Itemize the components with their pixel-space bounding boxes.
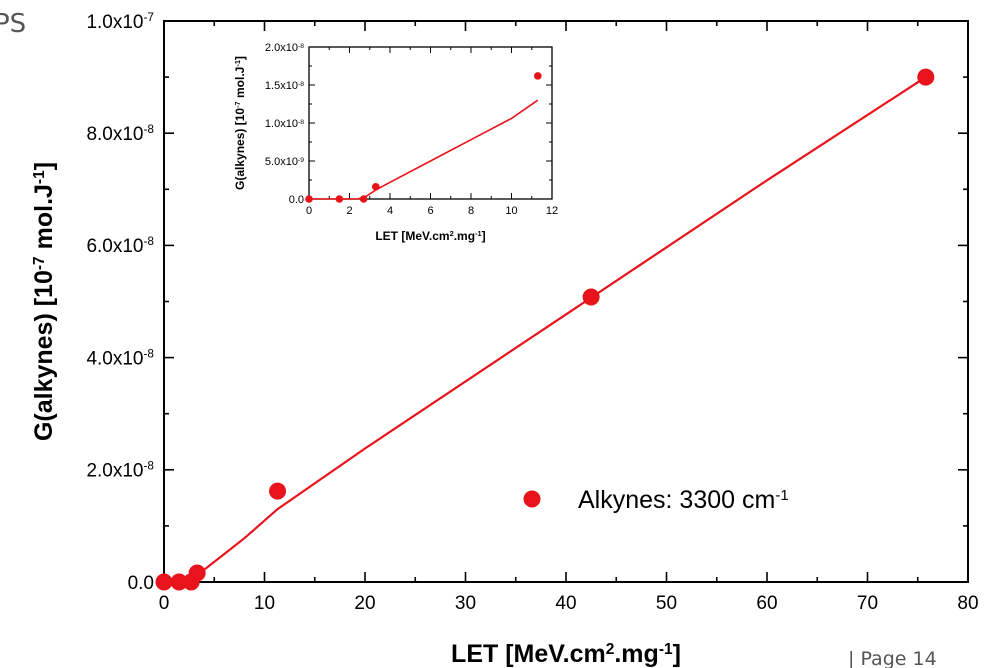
main-data-point <box>269 482 287 500</box>
inset-x-tick-label: 2 <box>346 205 352 217</box>
inset-y-tick-mantissa: 0.0 <box>289 194 304 206</box>
inset-y-tick-label: 0.0 <box>289 194 304 206</box>
main-legend-label-exponent: -1 <box>775 487 788 504</box>
main-y-tick-mantissa: 8.0x10 <box>86 124 143 145</box>
corner-title-fragment: PS <box>0 9 26 39</box>
main-fit-line <box>164 76 927 584</box>
inset-data-point <box>305 195 313 203</box>
main-x-axis-title-part: .mg <box>614 640 658 668</box>
main-y-axis-title-part: -1 <box>31 170 48 184</box>
inset-x-tick-label: 4 <box>387 205 393 217</box>
main-y-axis-title-part: G(alkynes) [10 <box>30 270 58 441</box>
main-data-point <box>188 564 206 582</box>
main-y-axis-title-part: mol.J <box>30 184 58 256</box>
inset-data-point <box>359 195 368 203</box>
main-y-tick-exponent: -7 <box>144 10 155 24</box>
inset-y-axis-title-part: -1 <box>233 60 242 67</box>
main-y-tick-exponent: -8 <box>144 346 155 360</box>
main-y-axis-title-part: ] <box>30 162 58 170</box>
main-y-tick-exponent: -8 <box>144 234 155 248</box>
inset-y-axis-title-part: ] <box>233 56 247 60</box>
main-data-point <box>917 68 935 86</box>
main-x-tick-label: 60 <box>756 593 777 614</box>
main-y-tick-mantissa: 6.0x10 <box>86 236 143 257</box>
main-x-axis-title-part: LET [MeV.cm <box>451 640 606 668</box>
main-plot: 0 10 20 30 40 50 60 70 800.02.0x10-84.0x10-86.0x… <box>30 10 979 668</box>
main-y-tick-label: 0.0 <box>128 573 154 594</box>
inset-y-tick-mantissa: 2.0x10 <box>265 42 298 54</box>
inset-y-tick-label: 1.5x10-8 <box>265 80 304 92</box>
inset-x-axis-title-part: ] <box>482 229 486 243</box>
page-number: | Page 14 <box>848 648 937 668</box>
inset-y-tick-label: 2.0x10-8 <box>265 42 304 54</box>
main-y-tick-label: 1.0x10-7 <box>86 10 154 33</box>
inset-data-point <box>335 195 344 203</box>
inset-y-axis-title-part: -7 <box>233 101 242 108</box>
inset-y-tick-mantissa: 1.5x10 <box>265 80 298 92</box>
main-x-tick-label: 20 <box>354 593 375 614</box>
inset-y-axis-title-part: mol.J <box>233 67 247 102</box>
inset-y-tick-exponent: -8 <box>298 118 304 125</box>
main-y-tick-exponent: -8 <box>144 122 155 136</box>
main-x-axis-title-part: 2 <box>606 641 615 658</box>
main-x-tick-label: 0 <box>159 593 170 614</box>
inset-fit-line <box>309 99 539 200</box>
main-y-tick-label: 4.0x10-8 <box>86 346 154 369</box>
main-x-tick-label: 40 <box>555 593 576 614</box>
main-x-tick-label: 30 <box>455 593 476 614</box>
main-y-tick-mantissa: 0.0 <box>128 573 154 594</box>
main-y-tick-label: 6.0x10-8 <box>86 234 154 257</box>
page-number-label: Page 14 <box>860 648 936 668</box>
inset-y-axis-title-part: G(alkynes) [10 <box>233 108 247 190</box>
inset-y-tick-exponent: -9 <box>298 156 304 163</box>
main-data-point <box>155 573 173 591</box>
inset-data-point <box>372 183 380 191</box>
inset-x-tick-label: 10 <box>505 205 517 217</box>
inset-y-tick-label: 5.0x10-9 <box>265 156 304 168</box>
main-y-tick-mantissa: 1.0x10 <box>86 12 143 33</box>
main-x-tick-label: 50 <box>656 593 677 614</box>
inset-x-tick-label: 0 <box>306 205 312 217</box>
page-divider: | <box>848 648 860 668</box>
main-y-tick-mantissa: 2.0x10 <box>86 461 143 482</box>
main-x-tick-label: 10 <box>254 593 275 614</box>
main-y-tick-label: 8.0x10-8 <box>86 122 154 145</box>
inset-x-tick-label: 8 <box>468 205 474 217</box>
main-y-axis-title: G(alkynes) [10-7 mol.J-1] <box>30 162 58 441</box>
main-y-axis-title-part: -7 <box>31 256 48 270</box>
main-x-axis-title: LET [MeV.cm2.mg-1] <box>451 640 681 668</box>
inset-y-tick-label: 1.0x10-8 <box>265 118 304 130</box>
inset-y-tick-mantissa: 5.0x10 <box>265 156 298 168</box>
main-y-tick-mantissa: 4.0x10 <box>86 348 143 369</box>
main-y-tick-exponent: -8 <box>144 459 155 473</box>
main-plot-frame <box>163 20 969 583</box>
main-legend-marker <box>523 490 541 508</box>
inset-y-axis-title: G(alkynes) [10-7 mol.J-1] <box>233 56 248 190</box>
inset-x-axis-title: LET [MeV.cm2.mg-1] <box>375 229 485 244</box>
main-legend-label-text: Alkynes: 3300 cm <box>578 486 775 514</box>
inset-x-tick-label: 12 <box>546 205 558 217</box>
inset-x-tick-label: 6 <box>427 205 433 217</box>
inset-y-tick-exponent: -8 <box>298 42 304 49</box>
inset-y-tick-exponent: -8 <box>298 80 304 87</box>
inset-plot-frame <box>308 46 553 200</box>
inset-data-point <box>534 72 542 80</box>
main-x-tick-label: 70 <box>857 593 878 614</box>
main-y-tick-label: 2.0x10-8 <box>86 459 154 482</box>
inset-x-axis-title-part: -1 <box>475 229 482 238</box>
main-x-tick-label: 80 <box>957 593 978 614</box>
main-x-axis-title-part: -1 <box>659 641 673 658</box>
inset-x-axis-title-part: .mg <box>454 229 475 243</box>
main-legend-label: Alkynes: 3300 cm-1 <box>578 486 789 514</box>
main-data-point <box>170 573 188 591</box>
main-x-axis-title-part: ] <box>673 640 681 668</box>
inset-x-axis-title-part: 2 <box>450 229 454 238</box>
inset-y-tick-mantissa: 1.0x10 <box>265 118 298 130</box>
main-data-point <box>582 288 600 306</box>
inset-plot: 0 2 4 6 8 10 120.05.0x10-91.0x10-81.5x10-82.0x… <box>233 42 559 243</box>
inset-x-axis-title-part: LET [MeV.cm <box>375 229 449 243</box>
